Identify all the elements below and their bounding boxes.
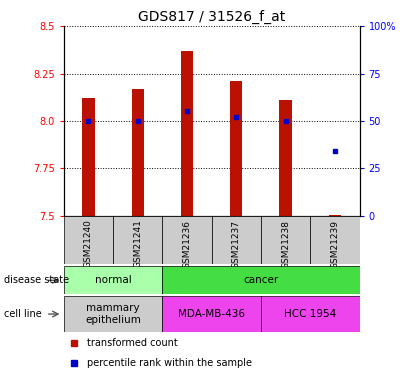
Text: GSM21241: GSM21241 <box>133 219 142 268</box>
Bar <box>82 98 95 216</box>
Text: GSM21238: GSM21238 <box>281 219 290 268</box>
Text: cancer: cancer <box>243 275 279 285</box>
Text: transformed count: transformed count <box>87 339 178 348</box>
Bar <box>64 296 162 332</box>
Bar <box>132 89 144 216</box>
Text: GSM21239: GSM21239 <box>330 219 339 268</box>
Text: MDA-MB-436: MDA-MB-436 <box>178 309 245 319</box>
Bar <box>162 296 261 332</box>
Bar <box>261 296 360 332</box>
Text: mammary
epithelium: mammary epithelium <box>85 303 141 325</box>
Bar <box>162 216 212 264</box>
Text: GSM21240: GSM21240 <box>84 219 93 268</box>
Bar <box>113 216 162 264</box>
Text: GSM21236: GSM21236 <box>182 219 192 268</box>
Bar <box>162 266 360 294</box>
Bar <box>310 216 360 264</box>
Text: HCC 1954: HCC 1954 <box>284 309 337 319</box>
Bar <box>212 216 261 264</box>
Text: GSM21237: GSM21237 <box>232 219 241 268</box>
Bar <box>261 216 310 264</box>
Bar <box>329 214 341 216</box>
Bar <box>230 81 242 216</box>
Bar <box>64 216 113 264</box>
Bar <box>279 100 292 216</box>
Text: normal: normal <box>95 275 132 285</box>
Text: cell line: cell line <box>4 309 42 319</box>
Bar <box>181 51 193 216</box>
Text: disease state: disease state <box>4 275 69 285</box>
Title: GDS817 / 31526_f_at: GDS817 / 31526_f_at <box>138 10 285 24</box>
Text: percentile rank within the sample: percentile rank within the sample <box>87 358 252 368</box>
Bar <box>64 266 162 294</box>
